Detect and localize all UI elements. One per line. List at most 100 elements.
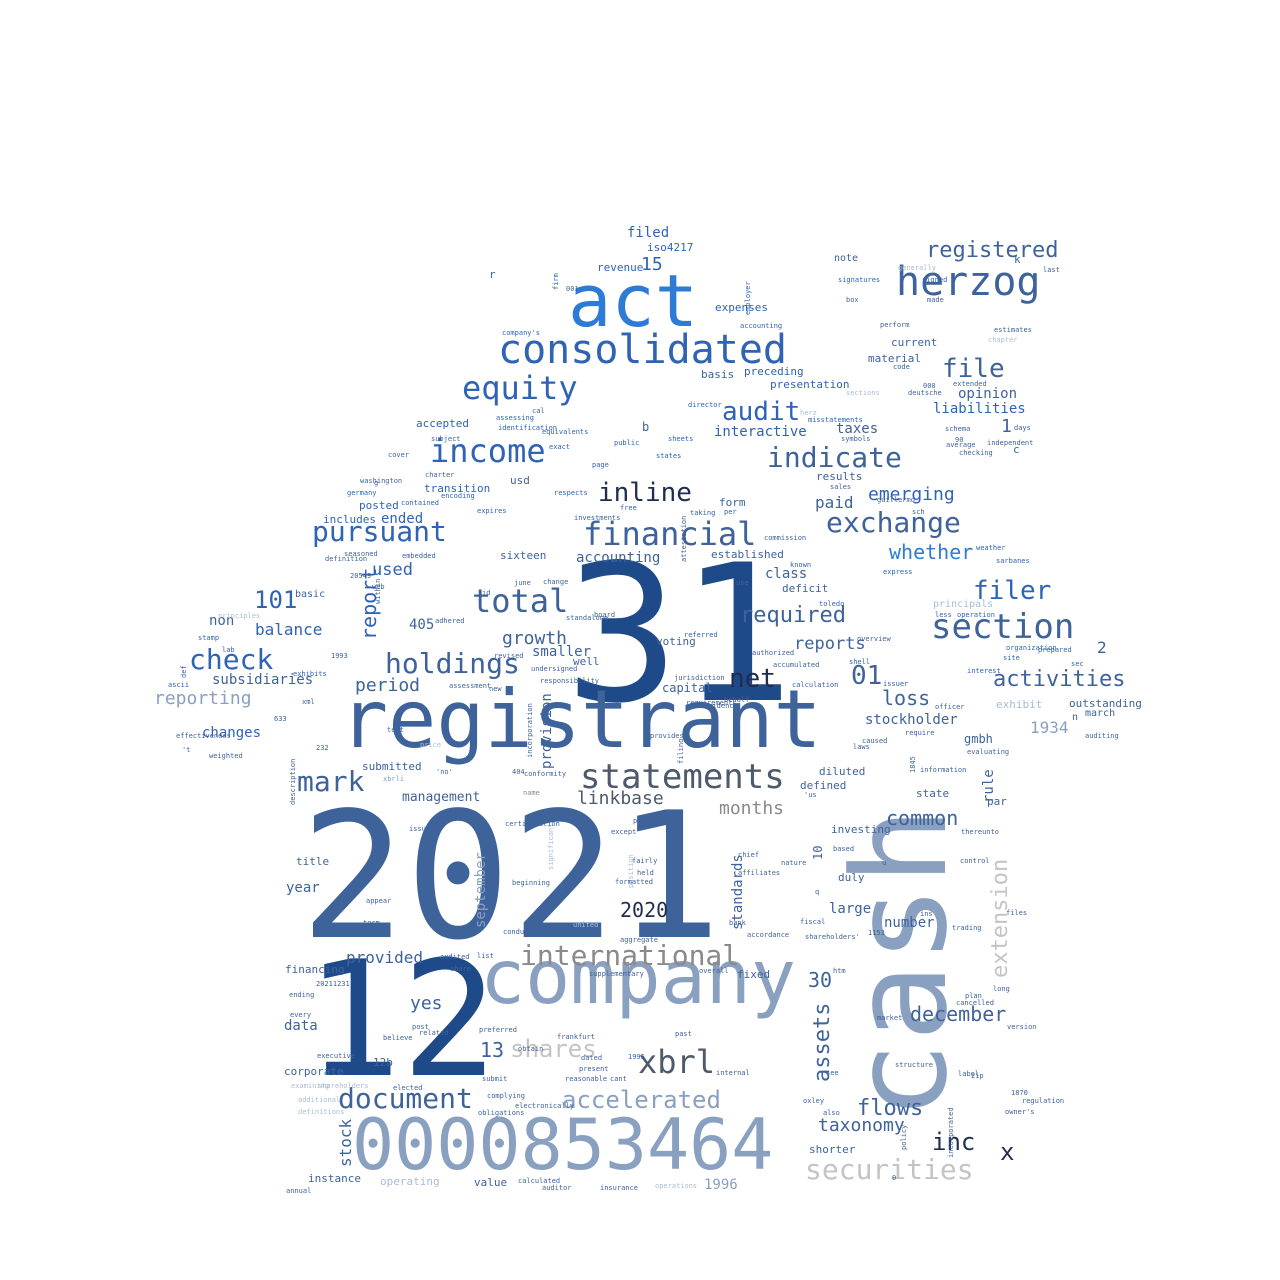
word-cloud-term: except <box>611 828 637 836</box>
word-cloud-term: 0000853464 <box>352 1104 774 1186</box>
word-cloud-term: evidence <box>704 702 738 710</box>
word-cloud-term: change <box>543 578 569 586</box>
word-cloud-term: 12 <box>305 926 498 1113</box>
word-cloud-term: current <box>891 336 938 349</box>
word-cloud-term: includes <box>323 513 376 526</box>
word-cloud-term: appear <box>366 897 392 905</box>
word-cloud-term: overview <box>857 635 891 643</box>
word-cloud-term: march <box>1085 708 1116 719</box>
word-cloud-term: september <box>473 852 489 928</box>
word-cloud-term: germany <box>347 489 377 497</box>
word-cloud-term: within <box>374 578 382 604</box>
word-cloud-term: insurance <box>600 1184 638 1192</box>
word-cloud-term: related <box>419 1029 449 1037</box>
word-cloud-term: 10 <box>811 845 825 860</box>
word-cloud-term: attestation <box>680 515 688 562</box>
word-cloud-term: electronically <box>515 1102 575 1110</box>
word-cloud-term: checking <box>959 449 993 457</box>
word-cloud-term: examining <box>291 1082 329 1090</box>
word-cloud-term: 404 <box>512 768 525 776</box>
word-cloud-term: check <box>189 643 274 676</box>
word-cloud-term: june <box>514 579 531 587</box>
word-cloud-term: act <box>568 259 699 343</box>
word-cloud-term: accordance <box>747 931 790 939</box>
word-cloud-term: obtain <box>518 1045 544 1053</box>
word-cloud-term: loss <box>882 686 931 710</box>
word-cloud-term: firm <box>552 273 560 290</box>
word-cloud-term: 1153 <box>868 929 885 937</box>
word-cloud-term: symbols <box>841 435 871 443</box>
word-cloud-term: assessing <box>496 414 534 422</box>
word-cloud-term: 'no' <box>436 768 453 776</box>
word-cloud-term: form <box>719 496 746 509</box>
word-cloud-term: weather <box>976 544 1006 552</box>
word-cloud-term: q <box>815 888 820 896</box>
word-cloud-term: defined <box>800 779 847 792</box>
word-cloud-term: cash <box>824 806 976 1120</box>
word-cloud-term: free <box>620 504 637 512</box>
word-cloud-term: used <box>372 560 413 580</box>
word-cloud-term: accounting <box>740 322 783 330</box>
word-cloud-term: toledo <box>819 600 845 608</box>
word-cloud-term: 2021 <box>300 776 722 979</box>
word-cloud-term: deficit <box>782 582 829 595</box>
word-cloud-term: emerging <box>868 484 955 505</box>
word-cloud-term: obligations <box>478 1109 525 1117</box>
word-cloud-term: whether <box>889 540 974 564</box>
word-cloud-term: inline <box>598 478 692 508</box>
word-cloud-term: operations <box>655 1182 698 1190</box>
word-cloud-term: n <box>1072 712 1079 723</box>
word-cloud-term: formatted <box>615 878 653 886</box>
word-cloud-term: pursuant <box>312 515 447 548</box>
word-cloud-term: activities <box>993 667 1126 692</box>
word-cloud-term: issued <box>409 825 435 833</box>
word-cloud-term: affiliates <box>738 869 781 877</box>
word-cloud-term: financing <box>285 963 345 976</box>
word-cloud-term: label <box>958 1070 980 1078</box>
word-cloud-term: xbrl <box>638 1043 716 1081</box>
word-cloud-term: period <box>355 675 421 696</box>
word-cloud-term: auditor <box>542 1184 572 1192</box>
word-cloud-term: market <box>877 1014 903 1022</box>
word-cloud-term: name <box>523 789 540 797</box>
word-cloud-term: referred <box>684 631 718 639</box>
word-cloud-term: authorized <box>752 649 795 657</box>
word-cloud-term: 633 <box>274 715 287 723</box>
word-cloud-term: company's <box>502 329 540 337</box>
word-cloud-term: months <box>719 798 785 819</box>
word-cloud-term: shareholders' <box>805 933 860 941</box>
word-cloud-term: 1996 <box>704 1177 738 1193</box>
word-cloud-term: 1870 <box>1011 1089 1028 1097</box>
word-cloud-term: guillermo <box>877 496 915 504</box>
word-cloud-term: opinion <box>958 386 1018 402</box>
word-cloud-term: number <box>884 915 935 931</box>
word-cloud-term: expenses <box>715 301 768 314</box>
word-cloud-term: subject <box>431 435 461 443</box>
word-cloud-term: term <box>363 919 380 927</box>
word-cloud-term: iso4217 <box>647 241 694 254</box>
word-cloud-term: ins <box>920 910 933 918</box>
word-cloud-term: perform <box>880 321 910 329</box>
word-cloud-term: definitions <box>298 1108 345 1116</box>
word-cloud-term: incorporated <box>947 1107 955 1158</box>
word-cloud-term: corporate <box>284 1065 344 1078</box>
word-cloud-term: filer <box>973 576 1052 606</box>
word-cloud-term: code <box>893 363 910 371</box>
word-cloud-term: value <box>474 1176 508 1189</box>
word-cloud-term: significant <box>547 823 555 870</box>
word-cloud-term: issuer <box>883 680 909 688</box>
word-cloud-term: sch <box>912 508 925 516</box>
word-cloud-term: accepted <box>416 417 469 430</box>
word-cloud-term: fixed <box>737 968 771 981</box>
word-cloud-term: description <box>289 758 297 805</box>
word-cloud-term: laws <box>853 743 870 751</box>
word-cloud-term: data <box>284 1018 318 1034</box>
word-cloud-term: 15 <box>641 254 663 275</box>
word-cloud-term: 405 <box>409 617 435 633</box>
word-cloud-term: reporting <box>154 688 252 709</box>
word-cloud-term: requirements <box>686 699 737 707</box>
word-cloud-term: new <box>489 685 502 693</box>
word-cloud-term: calculation <box>792 681 839 689</box>
word-cloud-term: operation <box>957 611 995 619</box>
word-cloud-term: sec <box>1071 660 1084 668</box>
